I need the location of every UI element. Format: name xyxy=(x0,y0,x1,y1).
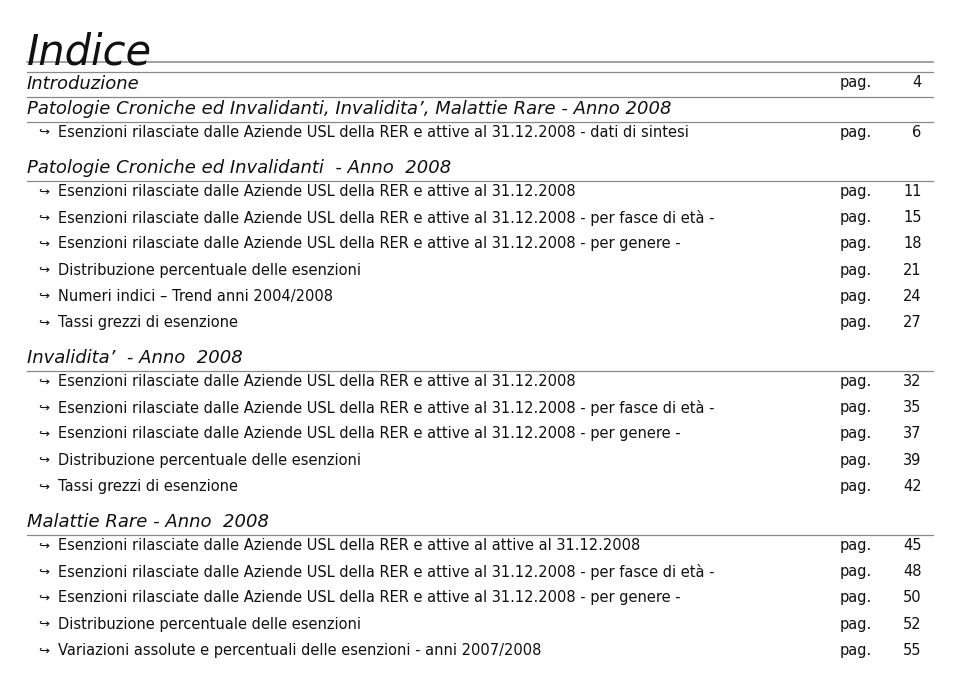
Text: Distribuzione percentuale delle esenzioni: Distribuzione percentuale delle esenzion… xyxy=(58,263,361,278)
Text: Esenzioni rilasciate dalle Aziende USL della RER e attive al attive al 31.12.200: Esenzioni rilasciate dalle Aziende USL d… xyxy=(58,538,640,553)
Text: Introduzione: Introduzione xyxy=(27,75,139,93)
Text: pag.: pag. xyxy=(840,564,873,579)
Text: 11: 11 xyxy=(903,184,922,199)
Text: Numeri indici – Trend anni 2004/2008: Numeri indici – Trend anni 2004/2008 xyxy=(58,289,332,304)
Text: 6: 6 xyxy=(912,125,922,140)
Text: ↪: ↪ xyxy=(38,290,50,303)
Text: 45: 45 xyxy=(903,538,922,553)
Text: Esenzioni rilasciate dalle Aziende USL della RER e attive al 31.12.2008 - per ge: Esenzioni rilasciate dalle Aziende USL d… xyxy=(58,236,681,251)
Text: ↪: ↪ xyxy=(38,376,50,389)
Text: ↪: ↪ xyxy=(38,566,50,579)
Text: 55: 55 xyxy=(903,643,922,658)
Text: 50: 50 xyxy=(903,590,922,606)
Text: ↪: ↪ xyxy=(38,264,50,277)
Text: ↪: ↪ xyxy=(38,644,50,657)
Text: 39: 39 xyxy=(903,453,922,468)
Text: ↪: ↪ xyxy=(38,126,50,139)
Text: 15: 15 xyxy=(903,210,922,225)
Text: Indice: Indice xyxy=(27,31,152,73)
Text: pag.: pag. xyxy=(840,643,873,658)
Text: 37: 37 xyxy=(903,426,922,442)
Text: pag.: pag. xyxy=(840,210,873,225)
Text: ↪: ↪ xyxy=(38,428,50,441)
Text: 52: 52 xyxy=(903,617,922,632)
Text: Distribuzione percentuale delle esenzioni: Distribuzione percentuale delle esenzion… xyxy=(58,453,361,468)
Text: pag.: pag. xyxy=(840,289,873,304)
Text: pag.: pag. xyxy=(840,75,873,90)
Text: 24: 24 xyxy=(903,289,922,304)
Text: Patologie Croniche ed Invalidanti  - Anno  2008: Patologie Croniche ed Invalidanti - Anno… xyxy=(27,159,451,177)
Text: pag.: pag. xyxy=(840,479,873,494)
Text: Esenzioni rilasciate dalle Aziende USL della RER e attive al 31.12.2008 - per fa: Esenzioni rilasciate dalle Aziende USL d… xyxy=(58,564,714,580)
Text: Distribuzione percentuale delle esenzioni: Distribuzione percentuale delle esenzion… xyxy=(58,617,361,632)
Text: ↪: ↪ xyxy=(38,185,50,198)
Text: Esenzioni rilasciate dalle Aziende USL della RER e attive al 31.12.2008 - per fa: Esenzioni rilasciate dalle Aziende USL d… xyxy=(58,210,714,226)
Text: pag.: pag. xyxy=(840,125,873,140)
Text: 32: 32 xyxy=(903,374,922,389)
Text: pag.: pag. xyxy=(840,315,873,330)
Text: ↪: ↪ xyxy=(38,480,50,493)
Text: 35: 35 xyxy=(903,400,922,415)
Text: pag.: pag. xyxy=(840,263,873,278)
Text: ↪: ↪ xyxy=(38,454,50,467)
Text: ↪: ↪ xyxy=(38,212,50,225)
Text: Esenzioni rilasciate dalle Aziende USL della RER e attive al 31.12.2008 - dati d: Esenzioni rilasciate dalle Aziende USL d… xyxy=(58,125,688,140)
Text: 42: 42 xyxy=(903,479,922,494)
Text: 4: 4 xyxy=(912,75,922,90)
Text: Patologie Croniche ed Invalidanti, Invalidita’, Malattie Rare - Anno 2008: Patologie Croniche ed Invalidanti, Inval… xyxy=(27,100,671,118)
Text: ↪: ↪ xyxy=(38,316,50,329)
Text: ↪: ↪ xyxy=(38,238,50,251)
Text: pag.: pag. xyxy=(840,236,873,251)
Text: pag.: pag. xyxy=(840,184,873,199)
Text: Tassi grezzi di esenzione: Tassi grezzi di esenzione xyxy=(58,315,238,330)
Text: 27: 27 xyxy=(902,315,922,330)
Text: 18: 18 xyxy=(903,236,922,251)
Text: Esenzioni rilasciate dalle Aziende USL della RER e attive al 31.12.2008 - per ge: Esenzioni rilasciate dalle Aziende USL d… xyxy=(58,590,681,606)
Text: Invalidita’  - Anno  2008: Invalidita’ - Anno 2008 xyxy=(27,349,243,367)
Text: ↪: ↪ xyxy=(38,592,50,605)
Text: pag.: pag. xyxy=(840,400,873,415)
Text: Variazioni assolute e percentuali delle esenzioni - anni 2007/2008: Variazioni assolute e percentuali delle … xyxy=(58,643,541,658)
Text: pag.: pag. xyxy=(840,590,873,606)
Text: 48: 48 xyxy=(903,564,922,579)
Text: pag.: pag. xyxy=(840,374,873,389)
Text: Esenzioni rilasciate dalle Aziende USL della RER e attive al 31.12.2008 - per fa: Esenzioni rilasciate dalle Aziende USL d… xyxy=(58,400,714,416)
Text: pag.: pag. xyxy=(840,453,873,468)
Text: 21: 21 xyxy=(903,263,922,278)
Text: pag.: pag. xyxy=(840,426,873,442)
Text: Esenzioni rilasciate dalle Aziende USL della RER e attive al 31.12.2008: Esenzioni rilasciate dalle Aziende USL d… xyxy=(58,184,575,199)
Text: pag.: pag. xyxy=(840,538,873,553)
Text: ↪: ↪ xyxy=(38,402,50,415)
Text: Esenzioni rilasciate dalle Aziende USL della RER e attive al 31.12.2008: Esenzioni rilasciate dalle Aziende USL d… xyxy=(58,374,575,389)
Text: ↪: ↪ xyxy=(38,539,50,553)
Text: ↪: ↪ xyxy=(38,618,50,631)
Text: Tassi grezzi di esenzione: Tassi grezzi di esenzione xyxy=(58,479,238,494)
Text: pag.: pag. xyxy=(840,617,873,632)
Text: Esenzioni rilasciate dalle Aziende USL della RER e attive al 31.12.2008 - per ge: Esenzioni rilasciate dalle Aziende USL d… xyxy=(58,426,681,442)
Text: Malattie Rare - Anno  2008: Malattie Rare - Anno 2008 xyxy=(27,513,269,531)
